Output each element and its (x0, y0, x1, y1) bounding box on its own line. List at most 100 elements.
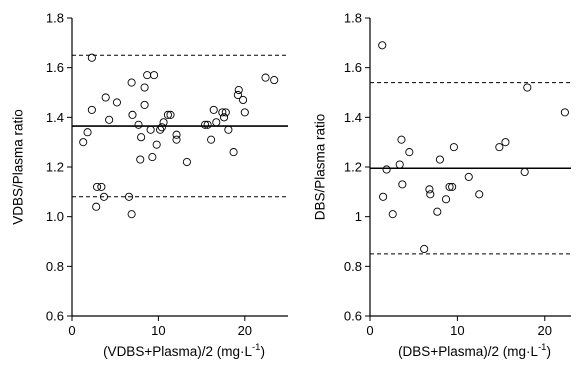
data-point (156, 125, 165, 134)
x-tick-label: 20 (538, 323, 552, 338)
data-point (435, 155, 444, 164)
data-point (212, 118, 221, 127)
data-point (560, 108, 569, 117)
y-tick-label: 1.6 (46, 60, 64, 75)
data-point (127, 78, 136, 87)
data-point (425, 185, 434, 194)
data-point (382, 165, 391, 174)
x-axis-label: (VDBS+Plasma)/2 (mg·L-1) (103, 342, 265, 359)
data-point (136, 155, 145, 164)
data-point (112, 98, 121, 107)
data-point (124, 192, 134, 201)
data-point (445, 182, 454, 191)
data-point (233, 90, 242, 100)
data-point (159, 118, 168, 127)
data-point (240, 108, 249, 117)
data-point (229, 148, 238, 157)
data-point (523, 83, 532, 92)
data-point (163, 110, 172, 119)
y-tick-label: 1.2 (46, 160, 64, 175)
data-point (93, 182, 102, 191)
data-point (127, 210, 136, 219)
data-point (475, 190, 484, 199)
data-point (79, 138, 88, 147)
data-point (420, 244, 429, 253)
data-point (143, 71, 152, 80)
data-point (218, 108, 227, 117)
y-tick-label: 1.8 (46, 11, 64, 26)
data-point (398, 180, 407, 189)
data-point (137, 133, 146, 142)
y-tick-label: 0.6 (46, 309, 64, 324)
data-point (220, 113, 229, 122)
data-point (397, 135, 406, 144)
data-point (464, 172, 473, 181)
data-point (426, 190, 435, 199)
data-point (83, 128, 92, 137)
data-point (234, 85, 243, 95)
y-axis-label: DBS/Plasma ratio (313, 114, 328, 221)
data-point (378, 41, 387, 50)
data-point (433, 207, 442, 216)
x-tick-label: 10 (450, 323, 464, 338)
data-point (201, 120, 210, 129)
data-point (87, 53, 96, 62)
data-point (395, 160, 404, 169)
data-point (150, 71, 159, 80)
data-point (224, 125, 233, 134)
data-point (449, 143, 458, 152)
data-point (105, 115, 114, 124)
x-tick-label: 0 (366, 323, 373, 338)
y-tick-label: 1.6 (344, 60, 362, 75)
data-point (209, 105, 218, 114)
data-point (270, 76, 279, 85)
y-tick-label: 1.4 (46, 110, 64, 125)
data-point (140, 100, 149, 109)
data-point (166, 110, 175, 119)
data-point (441, 195, 451, 204)
data-point (140, 83, 149, 92)
data-point (239, 95, 248, 104)
y-tick-label: 1.8 (344, 11, 362, 26)
data-point (99, 192, 109, 201)
data-point (388, 210, 397, 219)
x-axis-label: (DBS+Plasma)/2 (mg·L-1) (398, 342, 551, 359)
data-point (128, 110, 137, 119)
data-point (92, 202, 101, 211)
data-point (520, 167, 529, 177)
x-tick-label: 20 (238, 323, 252, 338)
data-point (97, 182, 106, 191)
data-point (148, 153, 157, 162)
data-point (172, 130, 181, 139)
data-point (203, 120, 212, 129)
data-point (448, 182, 457, 191)
x-tick-label: 10 (151, 323, 165, 338)
data-point (172, 135, 181, 144)
y-axis-label: VDBS/Plasma ratio (11, 109, 26, 225)
data-point (261, 73, 270, 82)
data-point (221, 108, 230, 117)
x-tick-label: 0 (68, 323, 75, 338)
data-point (157, 123, 166, 132)
data-point (101, 93, 110, 102)
data-point (146, 125, 155, 134)
data-point (87, 105, 96, 114)
y-tick-label: 1.2 (344, 160, 362, 175)
y-tick-label: 0.8 (46, 259, 64, 274)
data-point (152, 140, 161, 149)
data-point (379, 192, 388, 201)
panel-vdbs: 0.6 0.8 1.0 1.2 1.4 1.6 1.8 0 10 20 VDBS/Plasma ra… (11, 11, 288, 359)
data-point (495, 143, 504, 152)
y-tick-label: 0.8 (344, 259, 362, 274)
y-tick-label: 1.0 (46, 209, 64, 224)
data-point (207, 135, 216, 144)
y-tick-label: 1.4 (344, 110, 362, 125)
panel-dbs: 0.6 0.8 1 1.2 1.4 1.6 1.8 0 10 20 DBS/Plasma ratio… (313, 11, 571, 359)
data-point (405, 148, 414, 157)
y-tick-label: 0.6 (344, 309, 362, 324)
data-point (182, 157, 191, 167)
y-tick-label: 1 (355, 209, 362, 224)
data-point (134, 120, 143, 129)
data-point (501, 138, 510, 147)
